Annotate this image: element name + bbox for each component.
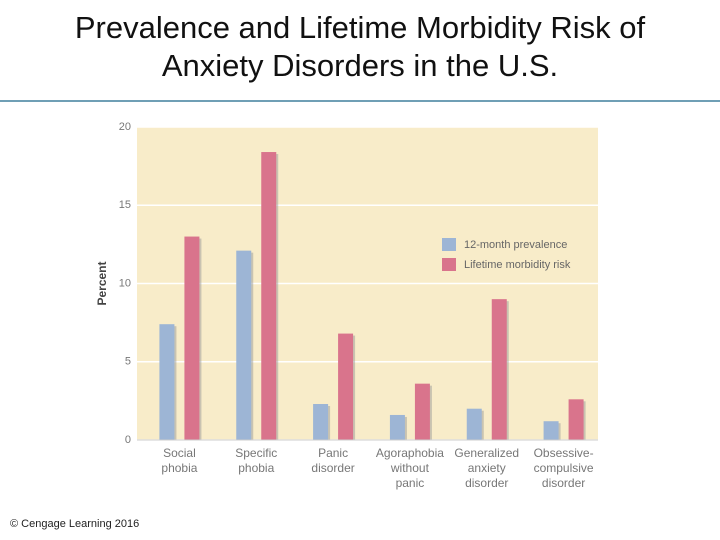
bar bbox=[159, 324, 175, 440]
x-tick-label-line: Panic bbox=[318, 446, 348, 460]
bar bbox=[491, 299, 507, 440]
slide-title-line: Anxiety Disorders in the U.S. bbox=[162, 48, 558, 83]
x-tick-label-line: disorder bbox=[311, 461, 354, 475]
x-tick-label-line: disorder bbox=[465, 476, 508, 490]
copyright: © Cengage Learning 2016 bbox=[10, 518, 139, 530]
y-axis-label: Percent bbox=[95, 261, 109, 305]
x-tick-label: Agoraphobia without panic bbox=[376, 446, 444, 490]
x-tick-label-line: disorder bbox=[542, 476, 585, 490]
legend-swatch bbox=[442, 238, 456, 251]
x-tick-label-line: without bbox=[390, 461, 430, 475]
bar bbox=[414, 383, 430, 440]
x-tick-label-line: anxiety bbox=[468, 461, 506, 475]
legend-label: Lifetime morbidity risk bbox=[464, 259, 571, 271]
slide-title: Prevalence and Lifetime Morbidity Risk o… bbox=[75, 10, 646, 83]
x-tick-label-line: Agoraphobia bbox=[376, 446, 444, 460]
bar bbox=[261, 152, 277, 441]
y-tick-label: 5 bbox=[125, 356, 131, 368]
y-tick-label: 0 bbox=[125, 434, 131, 446]
x-tick-label: Obsessive-compulsive disorder bbox=[534, 446, 594, 490]
x-tick-label: Specific phobia bbox=[235, 446, 277, 475]
y-tick-label: 10 bbox=[119, 277, 131, 289]
y-tick-label: 15 bbox=[119, 199, 131, 211]
legend-swatch bbox=[442, 258, 456, 271]
x-tick-label: Panic disorder bbox=[311, 446, 354, 475]
slide-title-line: Prevalence and Lifetime Morbidity Risk o… bbox=[75, 10, 646, 45]
bar bbox=[466, 408, 482, 440]
bar bbox=[338, 333, 354, 440]
x-tick-label-line: Social bbox=[163, 446, 196, 460]
x-tick-label-line: panic bbox=[396, 476, 425, 490]
legend-label: 12-month prevalence bbox=[464, 239, 567, 251]
bar bbox=[543, 421, 559, 440]
bar bbox=[313, 404, 329, 440]
x-tick-label-line: Generalized bbox=[454, 446, 519, 460]
bar bbox=[568, 399, 584, 440]
x-tick-label-line: phobia bbox=[161, 461, 197, 475]
x-tick-label-line: Obsessive- bbox=[534, 446, 594, 460]
bar bbox=[184, 236, 200, 440]
x-tick-label: Generalized anxiety disorder bbox=[454, 446, 519, 490]
x-tick-label: Social phobia bbox=[161, 446, 197, 475]
bar bbox=[389, 414, 405, 440]
y-tick-label: 20 bbox=[119, 121, 131, 133]
bar bbox=[236, 250, 252, 440]
x-tick-label-line: Specific bbox=[235, 446, 277, 460]
x-tick-label-line: phobia bbox=[238, 461, 274, 475]
x-tick-label-line: compulsive bbox=[534, 461, 594, 475]
